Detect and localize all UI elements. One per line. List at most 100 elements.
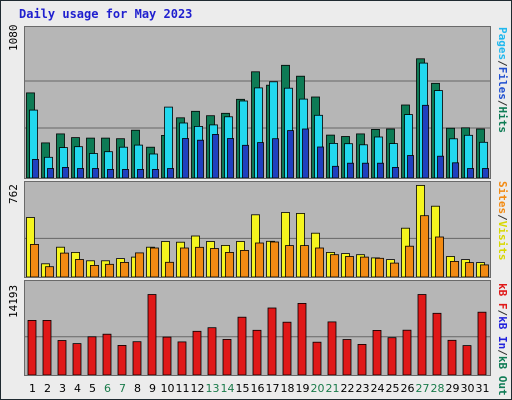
sites-bar bbox=[210, 248, 219, 277]
kb-f-bar bbox=[282, 321, 292, 375]
day-tick-label: 29 bbox=[445, 382, 460, 395]
day-tick-label: 24 bbox=[370, 382, 385, 395]
kb-f-bar bbox=[177, 341, 187, 375]
pages-bar bbox=[242, 144, 249, 178]
kb-f-bar bbox=[237, 316, 247, 375]
files-bar bbox=[239, 100, 248, 178]
pages-bar bbox=[482, 168, 489, 178]
files-bar bbox=[164, 106, 173, 178]
kb-f-bar bbox=[387, 337, 397, 375]
day-tick-label: 30 bbox=[460, 382, 475, 395]
pages-bar bbox=[467, 168, 474, 178]
middle-panel-legend: Sites/Visits bbox=[496, 181, 509, 261]
sites-bar bbox=[30, 244, 39, 277]
sites-bar bbox=[255, 242, 264, 277]
pages-bar bbox=[47, 168, 54, 178]
visits-sites-panel bbox=[24, 181, 491, 278]
sites-bar bbox=[420, 215, 429, 277]
pages-bar bbox=[452, 162, 459, 178]
sites-bar bbox=[315, 247, 324, 277]
sites-bar bbox=[405, 245, 414, 277]
sites-bar bbox=[60, 252, 69, 277]
sites-bar bbox=[300, 245, 309, 277]
pages-bar bbox=[107, 168, 114, 178]
files-bar bbox=[404, 114, 413, 178]
pages-bar bbox=[167, 168, 174, 178]
kbytes-chart bbox=[25, 294, 490, 375]
pages-bar bbox=[32, 158, 39, 178]
files-bar bbox=[134, 144, 143, 178]
legend-entry: Sites bbox=[496, 181, 509, 215]
pages-bar bbox=[362, 162, 369, 178]
sites-bar bbox=[45, 266, 54, 277]
kb-f-bar bbox=[372, 330, 382, 375]
day-tick-label: 28 bbox=[430, 382, 445, 395]
day-tick-label: 22 bbox=[340, 382, 355, 395]
day-tick-label: 4 bbox=[74, 382, 81, 395]
day-tick-label: 23 bbox=[355, 382, 370, 395]
pages-bar bbox=[317, 146, 324, 178]
files-bar bbox=[389, 143, 398, 178]
sites-bar bbox=[330, 254, 339, 277]
sites-bar bbox=[165, 261, 174, 277]
top-y-max-label: 1080 bbox=[7, 24, 20, 52]
kb-f-bar bbox=[477, 311, 487, 375]
sites-bar bbox=[75, 259, 84, 277]
kb-f-bar bbox=[102, 333, 112, 375]
files-bar bbox=[464, 134, 473, 178]
files-bar bbox=[329, 143, 338, 178]
pages-bar bbox=[212, 134, 219, 178]
middle-y-max-label: 762 bbox=[7, 184, 20, 204]
day-tick-label: 20 bbox=[310, 382, 325, 395]
hits-files-pages-chart bbox=[25, 58, 490, 178]
visits-bar bbox=[281, 212, 290, 277]
kb-f-bar bbox=[252, 329, 262, 375]
day-tick-label: 7 bbox=[119, 382, 126, 395]
kbytes-panel bbox=[24, 280, 491, 376]
visits-sites-chart bbox=[25, 185, 490, 277]
day-tick-label: 6 bbox=[104, 382, 111, 395]
legend-separator: / bbox=[496, 99, 509, 107]
chart-title: Daily usage for May 2023 bbox=[19, 7, 193, 21]
day-tick-label: 16 bbox=[250, 382, 265, 395]
pages-bar bbox=[347, 162, 354, 178]
files-bar bbox=[29, 109, 38, 178]
kb-f-bar bbox=[267, 307, 277, 375]
sites-bar bbox=[390, 262, 399, 277]
legend-entry: kB Out bbox=[496, 355, 509, 396]
pages-bar bbox=[302, 128, 309, 178]
day-tick-label: 5 bbox=[89, 382, 96, 395]
day-tick-label: 12 bbox=[190, 382, 205, 395]
sites-bar bbox=[345, 256, 354, 277]
files-bar bbox=[149, 153, 158, 178]
pages-bar bbox=[437, 155, 444, 178]
kb-f-bar bbox=[447, 339, 457, 375]
day-tick-label: 26 bbox=[400, 382, 415, 395]
kb-f-bar bbox=[117, 345, 127, 375]
files-bar bbox=[374, 136, 383, 178]
pages-bar bbox=[287, 130, 294, 178]
day-tick-label: 1 bbox=[29, 382, 36, 395]
sites-bar bbox=[270, 241, 279, 277]
day-tick-label: 11 bbox=[175, 382, 190, 395]
bottom-y-max-label: 14193 bbox=[7, 284, 20, 318]
day-tick-label: 8 bbox=[134, 382, 141, 395]
kb-f-bar bbox=[132, 341, 142, 375]
day-tick-label: 18 bbox=[280, 382, 295, 395]
visits-bar bbox=[161, 241, 170, 277]
kb-f-bar bbox=[72, 343, 82, 375]
files-bar bbox=[434, 90, 443, 178]
kb-f-bar bbox=[297, 302, 307, 375]
pages-bar bbox=[122, 168, 129, 178]
day-tick-label: 25 bbox=[385, 382, 400, 395]
sites-bar bbox=[120, 262, 129, 277]
kb-f-bar bbox=[402, 329, 412, 375]
pages-bar bbox=[137, 168, 144, 178]
kb-f-bar bbox=[417, 294, 427, 375]
pages-bar bbox=[272, 138, 279, 178]
kb-f-bar bbox=[462, 345, 472, 375]
day-tick-label: 21 bbox=[325, 382, 340, 395]
pages-bar bbox=[182, 138, 189, 178]
sites-bar bbox=[450, 261, 459, 277]
